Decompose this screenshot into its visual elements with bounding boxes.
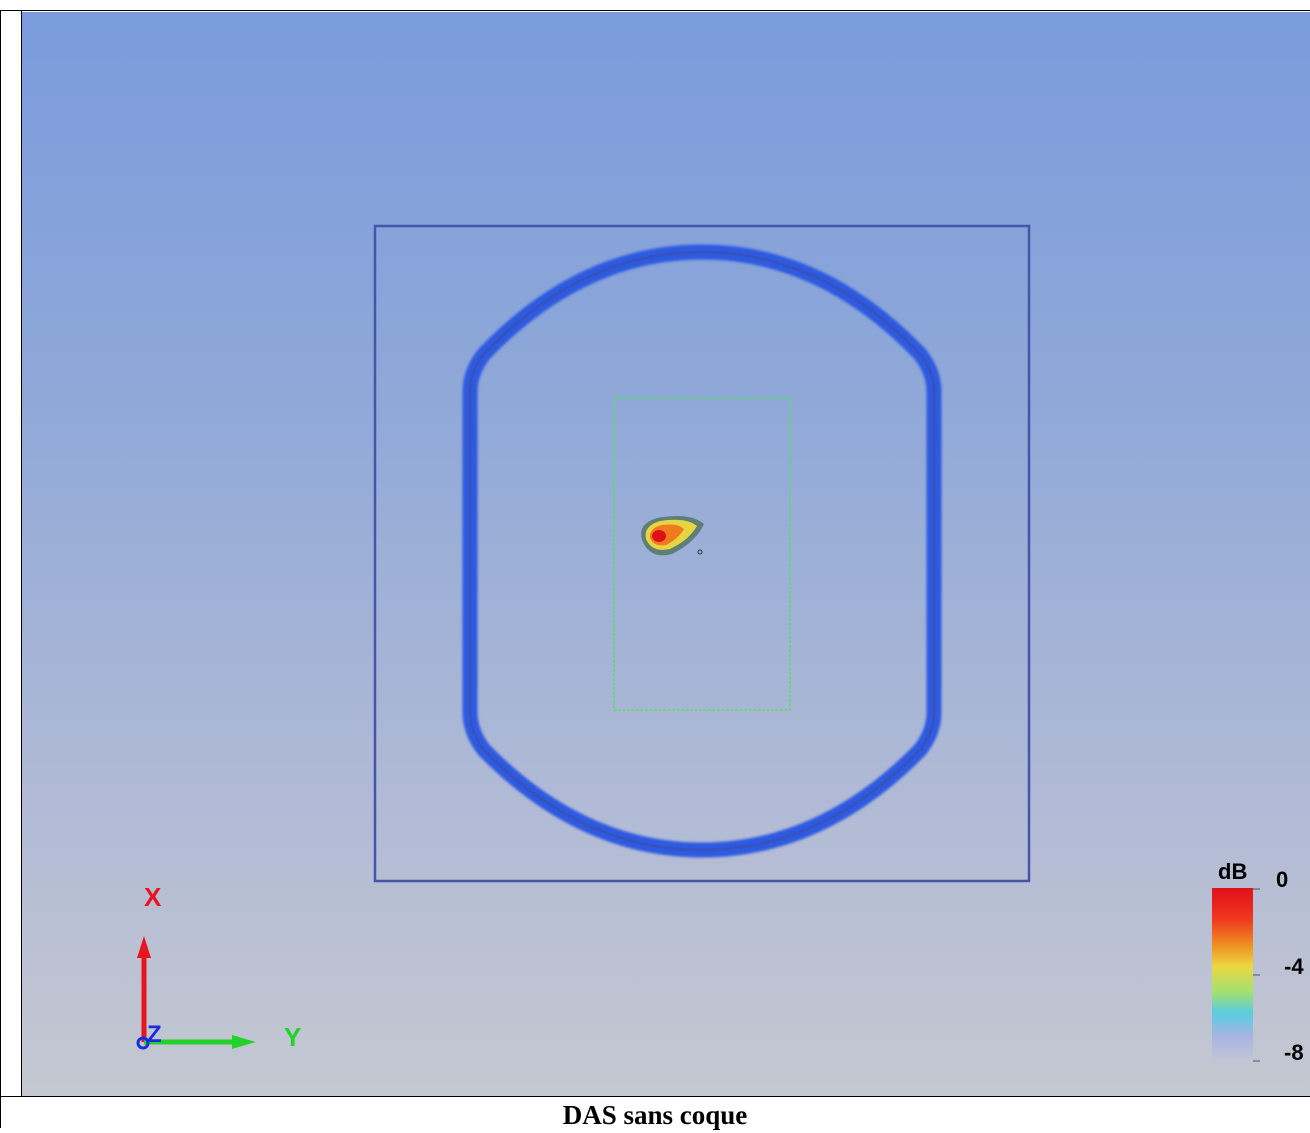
3d-viewport[interactable]: X Y Z dB 0 -4 -8 [22, 12, 1310, 1096]
top-border [0, 10, 1310, 11]
device-outline-shade [468, 250, 936, 852]
color-legend: dB 0 -4 -8 [1212, 859, 1304, 1065]
axis-triad: X Y Z [136, 882, 301, 1052]
x-axis-arrowhead [137, 936, 151, 958]
legend-tick-0: 0 [1276, 867, 1288, 892]
caption-divider [0, 1096, 1310, 1097]
legend-tick-2: -8 [1284, 1040, 1304, 1065]
heat-spot-icon [641, 516, 704, 556]
y-axis-label: Y [284, 1022, 301, 1052]
legend-unit: dB [1218, 859, 1247, 884]
z-axis-dot [136, 1036, 150, 1050]
legend-colorbar [1212, 888, 1253, 1062]
left-inner-border [21, 10, 22, 1097]
figure-caption: DAS sans coque [562, 1100, 748, 1130]
measurement-box [373, 224, 1031, 883]
left-border [0, 10, 1, 1128]
y-axis-arrowhead [232, 1035, 256, 1049]
scan-area [613, 397, 791, 711]
x-axis-label: X [144, 882, 162, 912]
z-axis-label: Z [147, 1021, 162, 1048]
scene-canvas: X Y Z dB 0 -4 -8 [136, 224, 1304, 1065]
legend-tick-1: -4 [1284, 954, 1304, 979]
